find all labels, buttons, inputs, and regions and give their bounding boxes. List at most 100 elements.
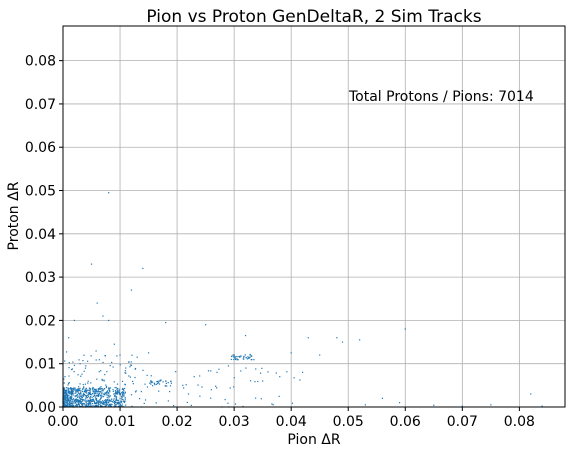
x-tick-label: 0.07	[447, 414, 478, 430]
data-point	[83, 402, 85, 405]
data-point	[130, 364, 133, 366]
data-point	[94, 390, 96, 393]
data-point	[246, 358, 249, 360]
data-point	[77, 391, 79, 393]
data-point	[68, 395, 70, 397]
data-point	[135, 390, 137, 392]
data-point	[84, 394, 86, 396]
data-point	[72, 398, 75, 400]
data-points	[62, 192, 543, 408]
data-point	[121, 395, 123, 397]
data-point	[124, 372, 126, 374]
data-point	[96, 405, 98, 407]
data-point	[79, 393, 82, 395]
data-point	[77, 374, 79, 376]
data-point	[101, 379, 103, 381]
data-point	[131, 405, 133, 408]
data-point	[224, 399, 226, 401]
data-point	[82, 389, 84, 391]
data-point	[124, 397, 126, 399]
data-point	[119, 403, 121, 405]
data-point	[86, 403, 88, 405]
data-point	[114, 386, 116, 389]
data-point	[103, 387, 106, 390]
data-point	[93, 401, 96, 403]
data-point	[77, 399, 79, 401]
data-point	[119, 364, 121, 366]
data-point	[230, 358, 232, 361]
data-point	[74, 395, 76, 397]
data-point	[146, 386, 149, 388]
data-point	[131, 354, 133, 356]
data-point	[115, 392, 117, 394]
data-point	[154, 384, 156, 386]
data-point	[118, 390, 120, 392]
data-point	[67, 401, 69, 403]
data-point	[95, 359, 97, 361]
data-point	[94, 402, 96, 405]
data-point	[80, 395, 82, 397]
data-point	[122, 399, 124, 401]
data-point	[247, 357, 250, 359]
data-point	[122, 400, 125, 402]
data-point	[121, 391, 123, 394]
data-point	[70, 390, 72, 392]
data-point	[76, 399, 78, 402]
data-point	[79, 395, 81, 397]
data-point	[69, 399, 72, 402]
data-point	[71, 405, 73, 407]
data-point	[68, 375, 70, 377]
data-point	[210, 389, 212, 391]
data-point	[78, 395, 80, 397]
data-point	[104, 354, 107, 357]
data-point	[250, 355, 252, 357]
data-point	[239, 356, 241, 358]
data-point	[73, 319, 76, 322]
data-point	[71, 392, 73, 394]
data-point	[65, 400, 67, 402]
data-point	[67, 384, 69, 386]
data-point	[250, 359, 252, 361]
data-point	[95, 388, 97, 390]
data-point	[78, 386, 80, 388]
data-point	[66, 400, 68, 402]
data-point	[89, 397, 91, 399]
data-point	[117, 405, 120, 407]
data-point	[110, 404, 112, 406]
data-point	[69, 393, 71, 395]
data-point	[63, 378, 65, 380]
data-point	[68, 362, 70, 364]
data-point	[73, 399, 76, 401]
data-point	[234, 356, 237, 358]
data-point	[98, 401, 101, 403]
data-point	[245, 367, 247, 369]
data-point	[77, 396, 79, 399]
data-point	[115, 393, 117, 395]
data-point	[233, 354, 235, 356]
data-point	[86, 392, 88, 394]
data-point	[71, 399, 73, 401]
data-point	[91, 392, 93, 395]
data-point	[257, 380, 259, 383]
data-point	[64, 397, 66, 399]
data-point	[88, 387, 90, 389]
data-point	[85, 398, 87, 400]
data-point	[110, 400, 112, 402]
data-point	[187, 393, 190, 395]
data-point	[142, 369, 144, 371]
data-point	[119, 394, 121, 396]
y-tick-label: 0.06	[25, 140, 56, 156]
data-point	[67, 403, 69, 405]
data-point	[105, 402, 107, 404]
data-point	[155, 402, 157, 404]
data-point	[82, 392, 85, 394]
data-point	[121, 403, 123, 405]
data-point	[91, 396, 93, 398]
data-point	[102, 403, 104, 405]
data-point	[433, 404, 435, 406]
data-point	[64, 401, 66, 403]
data-point	[249, 356, 251, 358]
data-point	[107, 402, 110, 404]
data-point	[262, 380, 264, 382]
data-point	[87, 405, 90, 407]
